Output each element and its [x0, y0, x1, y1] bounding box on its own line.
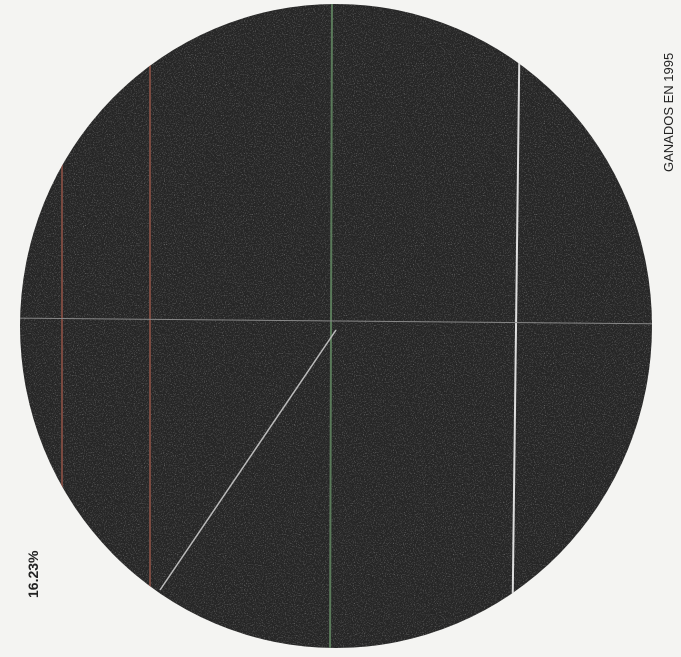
slice-label: 16.23% — [25, 550, 41, 598]
chart-title: GANADOS EN 1995 — [661, 53, 676, 172]
